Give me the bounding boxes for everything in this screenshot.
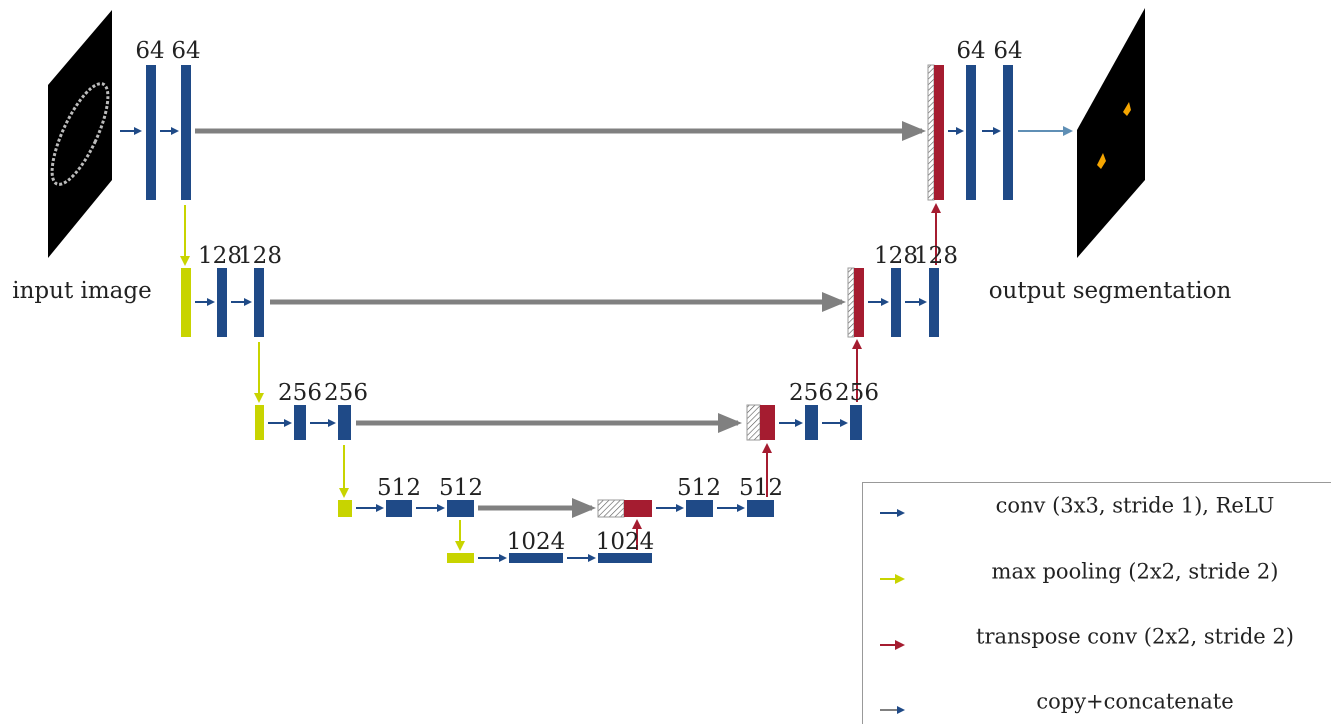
channel-label: 64 bbox=[171, 38, 200, 64]
channel-label: 128 bbox=[874, 243, 918, 269]
channel-label: 128 bbox=[238, 243, 282, 269]
legend-label: conv (3x3, stride 1), ReLU bbox=[996, 494, 1275, 518]
input-image bbox=[48, 10, 112, 258]
legend-label: max pooling (2x2, stride 2) bbox=[992, 560, 1279, 584]
legend-label: transpose conv (2x2, stride 2) bbox=[976, 625, 1294, 649]
channel-label: 1024 bbox=[596, 529, 655, 555]
legend-label: copy+concatenate bbox=[1036, 690, 1233, 714]
output-label: output segmentation bbox=[989, 278, 1232, 304]
channel-label: 128 bbox=[914, 243, 958, 269]
input-label: input image bbox=[12, 278, 151, 304]
copy-arrows bbox=[195, 131, 922, 508]
channel-label: 256 bbox=[789, 380, 833, 406]
channel-label: 512 bbox=[677, 475, 721, 501]
channel-label: 1024 bbox=[507, 529, 566, 555]
legend: conv (3x3, stride 1), ReLU max pooling (… bbox=[863, 483, 1331, 724]
channel-label: 128 bbox=[198, 243, 242, 269]
legend-box bbox=[863, 483, 1331, 724]
channel-labels: 64 64 64 64 128 128 128 128 256 256 256 … bbox=[135, 38, 1022, 555]
output-image bbox=[1077, 8, 1145, 258]
channel-label: 256 bbox=[278, 380, 322, 406]
channel-label: 64 bbox=[956, 38, 985, 64]
channel-label: 64 bbox=[135, 38, 164, 64]
channel-label: 256 bbox=[324, 380, 368, 406]
channel-label: 512 bbox=[739, 475, 783, 501]
channel-label: 512 bbox=[377, 475, 421, 501]
channel-label: 64 bbox=[993, 38, 1022, 64]
channel-label: 256 bbox=[835, 380, 879, 406]
channel-label: 512 bbox=[439, 475, 483, 501]
unet-diagram: 64 64 64 64 128 128 128 128 256 256 256 … bbox=[0, 0, 1331, 724]
